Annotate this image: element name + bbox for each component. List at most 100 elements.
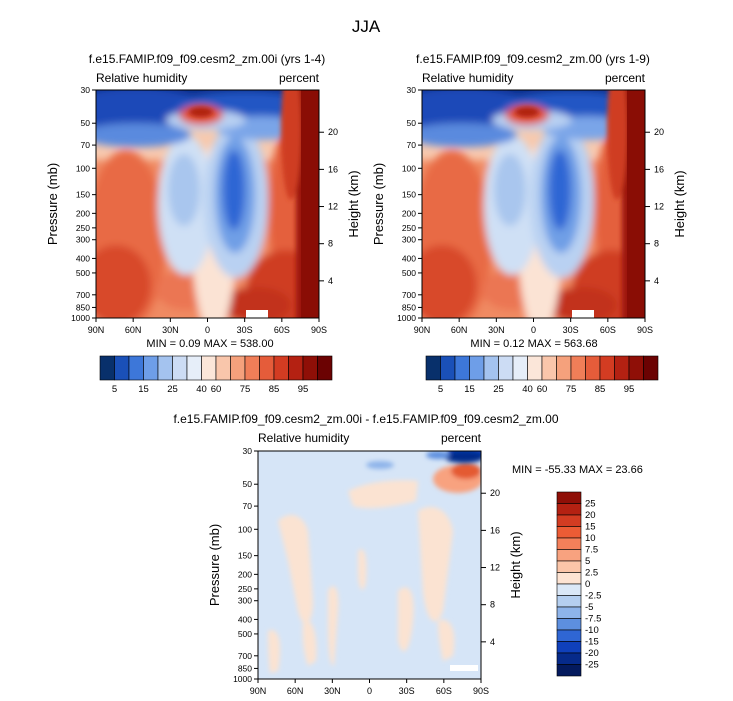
height-tick-label: 4 [654,276,659,286]
x-tick-label: 60S [600,325,616,335]
y-axis-label: Pressure (mb) [45,163,60,245]
x-tick-label: 60N [125,325,142,335]
colorbar-swatch [556,629,582,642]
colorbar-swatch [527,355,543,381]
colorbar-swatch [114,355,130,381]
variable-label: Relative humidity [258,431,349,445]
latitude-axis: 90N 60N 30N 0 30S 60S 90S [250,679,489,696]
x-tick-label: 90N [414,325,431,335]
y-tick-label: 1000 [233,674,252,684]
y-tick-label: 200 [238,569,252,579]
x-tick-label: 30N [488,325,505,335]
height-tick-label: 8 [654,239,659,249]
colorbar-swatch [556,560,582,573]
y-tick-label: 50 [407,118,417,128]
colorbar-label: 15 [138,384,149,395]
colorbar-swatch [556,355,572,381]
y-tick-label: 250 [402,223,416,233]
colorbar-swatch [556,641,582,654]
colorbar-label: -25 [585,660,599,671]
panel-top-left: f.e15.FAMIP.f09_f09.cesm2_zm.00i (yrs 1-… [45,52,361,395]
colorbar-swatch [556,537,582,550]
y-tick-label: 30 [81,85,91,95]
colorbar-swatch [556,606,582,619]
colorbar-swatch [556,491,582,504]
colorbar-swatch [469,355,485,381]
colorbar-label: 75 [240,384,251,395]
x-tick-label: 90N [250,686,267,696]
y-tick-label: 700 [402,290,416,300]
x-tick-label: 90N [88,325,105,335]
colorbar-label: 5 [585,556,590,567]
colorbar-swatch [143,355,159,381]
colorbar-swatch [556,618,582,631]
height-tick-label: 4 [490,637,495,647]
height-tick-label: 20 [490,488,500,498]
x-tick-label: 60N [451,325,468,335]
y-tick-label: 50 [243,479,253,489]
x-tick-label: 30S [237,325,253,335]
min-max-label: MIN = 0.12 MAX = 563.68 [470,338,597,350]
panel-title: f.e15.FAMIP.f09_f09.cesm2_zm.00i (yrs 1-… [89,52,326,66]
panel-title: f.e15.FAMIP.f09_f09.cesm2_zm.00i - f.e15… [173,412,558,426]
colorbar-label: 85 [595,384,606,395]
colorbar-swatch [440,355,456,381]
units-label: percent [605,71,646,85]
y-tick-label: 300 [402,235,416,245]
colorbar-swatch [541,355,557,381]
x-tick-label: 60N [287,686,304,696]
colorbar-swatch [512,355,528,381]
units-label: percent [279,71,320,85]
y-tick-label: 400 [402,253,416,263]
colorbar-label: 40 [196,384,207,395]
colorbar-swatch [628,355,644,381]
colorbar-swatch [556,503,582,516]
colorbar-swatch [302,355,318,381]
y-axis-right-label: Height (km) [672,170,687,237]
latitude-axis: 90N 60N 30N 0 30S 60S 90S [88,318,327,335]
colorbar-label: -5 [585,602,593,613]
height-axis: 20 16 12 8 4 [319,127,338,286]
height-tick-label: 8 [328,239,333,249]
colorbar-swatch [128,355,144,381]
colorbar-label: 40 [522,384,533,395]
colorbar-swatch [157,355,173,381]
y-tick-label: 30 [243,446,253,456]
colorbar-swatch [288,355,304,381]
colorbar-swatch [556,572,582,585]
colorbar-label: -10 [585,625,599,636]
height-axis: 20 16 12 8 4 [645,127,664,286]
x-tick-label: 60S [436,686,452,696]
colorbar-label: 7.5 [585,545,598,556]
y-tick-label: 400 [238,614,252,624]
colorbar-swatch [556,583,582,596]
colorbar-swatch [556,514,582,527]
units-label: percent [441,431,482,445]
variable-label: Relative humidity [96,71,187,85]
x-tick-label: 30N [162,325,179,335]
colorbar-swatch [172,355,188,381]
x-tick-label: 30S [399,686,415,696]
y-axis-right-label: Height (km) [346,170,361,237]
colorbar-label: 25 [493,384,504,395]
colorbar-swatch [317,355,333,381]
colorbar-label: 95 [624,384,635,395]
y-axis-label: Pressure (mb) [207,524,222,606]
colorbar-label: -2.5 [585,591,601,602]
colorbar-label: 15 [585,522,596,533]
height-tick-label: 16 [490,525,500,535]
y-tick-label: 100 [76,163,90,173]
y-tick-label: 250 [76,223,90,233]
y-tick-label: 400 [76,253,90,263]
height-tick-label: 12 [654,202,664,212]
x-tick-label: 0 [367,686,372,696]
y-tick-label: 70 [407,140,417,150]
y-tick-label: 500 [238,629,252,639]
panel-title: f.e15.FAMIP.f09_f09.cesm2_zm.00 (yrs 1-9… [416,52,650,66]
colorbar-label: 5 [112,384,117,395]
height-tick-label: 12 [490,563,500,573]
panel-top-right: f.e15.FAMIP.f09_f09.cesm2_zm.00 (yrs 1-9… [371,52,687,395]
colorbar-label: 95 [298,384,309,395]
